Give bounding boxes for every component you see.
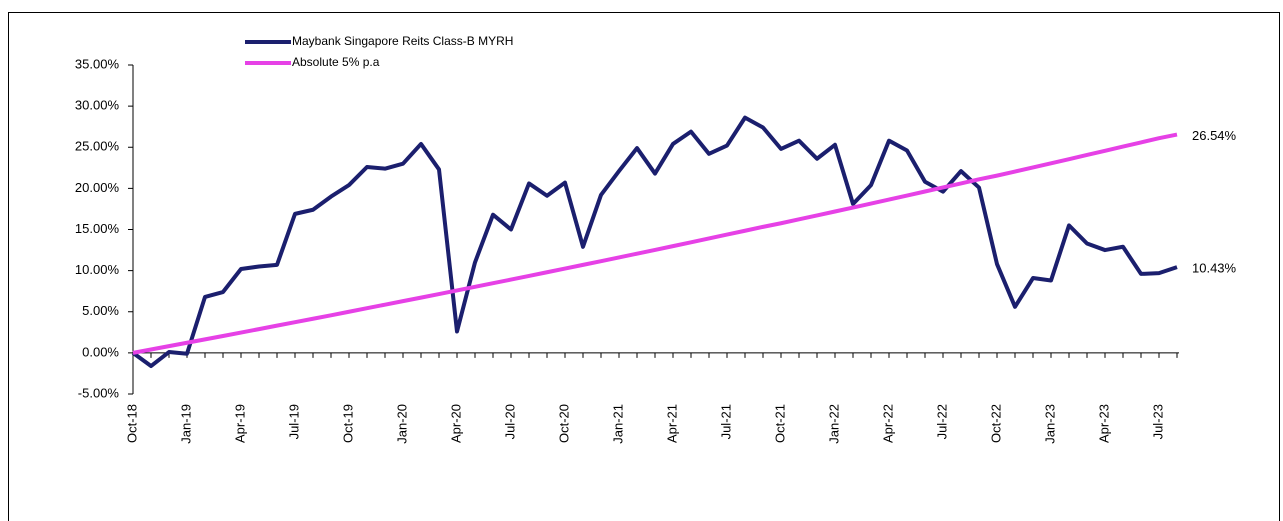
y-tick-label: 25.00%	[75, 139, 120, 154]
frame	[8, 12, 1280, 521]
x-tick-label: Jan-19	[178, 404, 193, 444]
legend-label: Maybank Singapore Reits Class-B MYRH	[292, 34, 513, 48]
x-tick-label: Jul-23	[1150, 404, 1165, 439]
x-tick-label: Jan-22	[826, 404, 841, 444]
data-label: 10.43%	[1192, 261, 1237, 276]
x-tick-label: Jul-19	[286, 404, 301, 439]
x-tick-label: Oct-20	[556, 404, 571, 443]
x-tick-label: Jan-20	[394, 404, 409, 444]
data-label: 26.54%	[1192, 128, 1237, 143]
y-tick-label: 10.00%	[75, 262, 120, 277]
x-tick-label: Apr-23	[1096, 404, 1111, 443]
y-tick-label: 0.00%	[82, 344, 119, 359]
series-line	[132, 132, 1178, 355]
y-tick-label: 20.00%	[75, 180, 120, 195]
legend-label: Absolute 5% p.a	[292, 55, 380, 69]
y-tick-label: 30.00%	[75, 98, 120, 113]
x-tick-label: Jan-23	[1042, 404, 1057, 444]
x-tick-label: Oct-19	[340, 404, 355, 443]
y-tick-label: 5.00%	[82, 303, 119, 318]
x-tick-label: Jul-20	[502, 404, 517, 439]
y-tick-label: -5.00%	[78, 385, 120, 400]
x-tick-label: Jul-22	[934, 404, 949, 439]
x-tick-label: Jul-21	[718, 404, 733, 439]
x-tick-label: Apr-19	[232, 404, 247, 443]
x-tick-label: Oct-18	[124, 404, 139, 443]
y-tick-label: 15.00%	[75, 221, 120, 236]
x-tick-label: Apr-21	[664, 404, 679, 443]
x-tick-label: Jan-21	[610, 404, 625, 444]
x-tick-label: Oct-21	[772, 404, 787, 443]
series-line	[131, 115, 1178, 369]
x-tick-label: Apr-22	[880, 404, 895, 443]
y-tick-label: 35.00%	[75, 56, 120, 71]
x-tick-label: Oct-22	[988, 404, 1003, 443]
x-tick-label: Apr-20	[448, 404, 463, 443]
